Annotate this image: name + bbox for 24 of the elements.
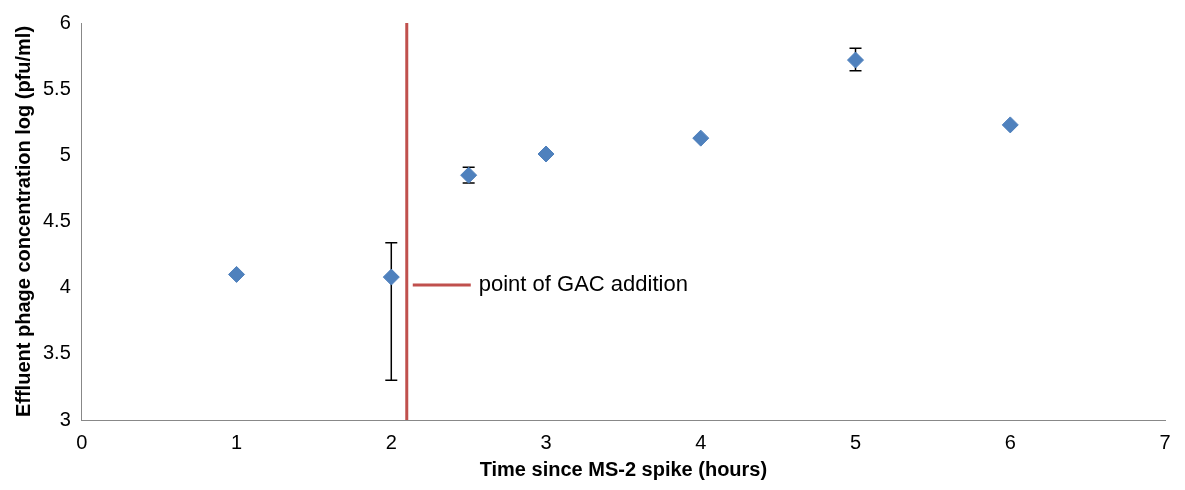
x-tick-label: 4: [695, 430, 707, 453]
y-tick-label: 6: [59, 10, 71, 33]
point: [1001, 116, 1019, 134]
x-tick-label: 5: [849, 430, 862, 453]
point: [228, 265, 246, 283]
x-tick-label: 7: [1159, 430, 1171, 453]
x-tick-label: 1: [230, 430, 243, 453]
y-tick-label: 4: [59, 275, 71, 298]
point: [537, 145, 555, 163]
y-tick-label: 4.5: [42, 209, 71, 232]
y-tick-label: 3.5: [42, 341, 71, 364]
point: [692, 129, 710, 147]
x-tick-label: 3: [540, 430, 552, 453]
x-tick-label: 0: [76, 430, 88, 453]
x-axis-title: Time since MS-2 spike (hours): [479, 457, 768, 480]
y-tick-label: 5: [59, 142, 71, 165]
ref-line-label: point of GAC addition: [478, 271, 688, 297]
y-axis-title: Effluent phage concentration log (pfu/ml): [11, 25, 34, 418]
y-tick-label: 5.5: [42, 76, 71, 99]
point: [847, 51, 865, 69]
y-tick-label: 3: [59, 407, 71, 430]
point: [382, 268, 400, 286]
x-tick-label: 6: [1004, 430, 1016, 453]
x-tick-label: 2: [385, 430, 397, 453]
